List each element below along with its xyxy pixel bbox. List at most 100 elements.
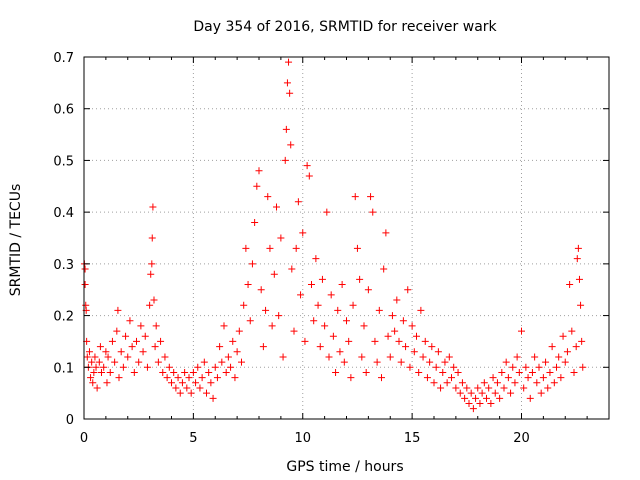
data-point [251, 218, 259, 226]
axis-ticks [83, 56, 609, 420]
data-point [282, 125, 290, 133]
data-point [178, 379, 186, 387]
data-point [338, 281, 346, 289]
x-tick-label: 0 [80, 431, 88, 446]
data-point [259, 343, 267, 351]
data-point [450, 363, 458, 371]
data-point [509, 363, 517, 371]
data-point [95, 358, 103, 366]
data-point [489, 374, 497, 382]
data-point [90, 368, 98, 376]
data-point [100, 363, 108, 371]
data-point [253, 182, 261, 190]
data-point [406, 363, 414, 371]
y-tick-label: 0.3 [53, 258, 74, 273]
data-point [437, 384, 445, 392]
data-point [115, 374, 123, 382]
data-point [329, 332, 337, 340]
data-point [216, 343, 224, 351]
data-point [491, 389, 499, 397]
data-point [332, 368, 340, 376]
data-point [91, 353, 99, 361]
data-point [384, 332, 392, 340]
data-point [209, 394, 217, 402]
data-point [340, 358, 348, 366]
data-point [88, 358, 96, 366]
data-point [157, 337, 165, 345]
data-point [456, 389, 464, 397]
data-point [270, 270, 278, 278]
data-point [537, 389, 545, 397]
data-point [207, 379, 215, 387]
data-point [413, 332, 420, 340]
data-point [168, 379, 175, 387]
data-point [380, 265, 388, 273]
data-point [318, 275, 326, 283]
data-point [92, 363, 100, 371]
y-tick-label: 0.2 [53, 310, 74, 325]
data-point [557, 374, 565, 382]
data-point [388, 312, 396, 320]
data-point [275, 312, 283, 320]
data-point [108, 337, 116, 345]
data-point [531, 353, 539, 361]
y-tick-label: 0.5 [53, 154, 74, 169]
data-point [150, 296, 158, 304]
data-point [563, 348, 571, 356]
data-point [428, 343, 436, 351]
data-point [231, 374, 239, 382]
data-point [559, 332, 567, 340]
data-point [362, 368, 370, 376]
data-point [176, 389, 184, 397]
data-point [323, 208, 331, 216]
data-point [187, 389, 195, 397]
data-point [533, 379, 541, 387]
data-point [542, 358, 550, 366]
data-point [148, 234, 156, 242]
data-point [325, 353, 333, 361]
data-point [314, 301, 322, 309]
data-point [281, 156, 289, 164]
data-point [507, 389, 515, 397]
data-point [439, 368, 447, 376]
data-point [294, 198, 302, 206]
data-point [432, 363, 440, 371]
data-point [426, 358, 434, 366]
data-point [550, 379, 558, 387]
data-point [165, 363, 173, 371]
data-point [463, 384, 471, 392]
data-point [391, 327, 399, 335]
data-point [452, 384, 460, 392]
data-point [139, 348, 147, 356]
data-point [474, 384, 482, 392]
data-point [485, 384, 493, 392]
data-point [244, 281, 252, 289]
y-tick-label: 0.7 [53, 51, 74, 66]
data-point [89, 379, 97, 387]
data-point [148, 260, 156, 268]
x-tick-label: 20 [513, 431, 530, 446]
plot-frame [83, 56, 610, 420]
data-point [461, 394, 469, 402]
data-point [242, 244, 250, 252]
data-point [102, 348, 110, 356]
data-point [548, 343, 556, 351]
data-point [572, 343, 580, 351]
data-point [117, 348, 125, 356]
data-point [93, 384, 101, 392]
data-point [360, 322, 368, 330]
data-point [246, 317, 254, 325]
x-tick-label: 15 [404, 431, 421, 446]
data-point [454, 368, 462, 376]
data-point [220, 322, 228, 330]
data-point [369, 208, 377, 216]
data-point [445, 353, 453, 361]
data-point [448, 374, 455, 382]
data-point [443, 379, 451, 387]
data-point [535, 363, 543, 371]
data-point [113, 327, 121, 335]
data-point [364, 286, 372, 294]
data-point [402, 343, 410, 351]
data-point [356, 275, 364, 283]
